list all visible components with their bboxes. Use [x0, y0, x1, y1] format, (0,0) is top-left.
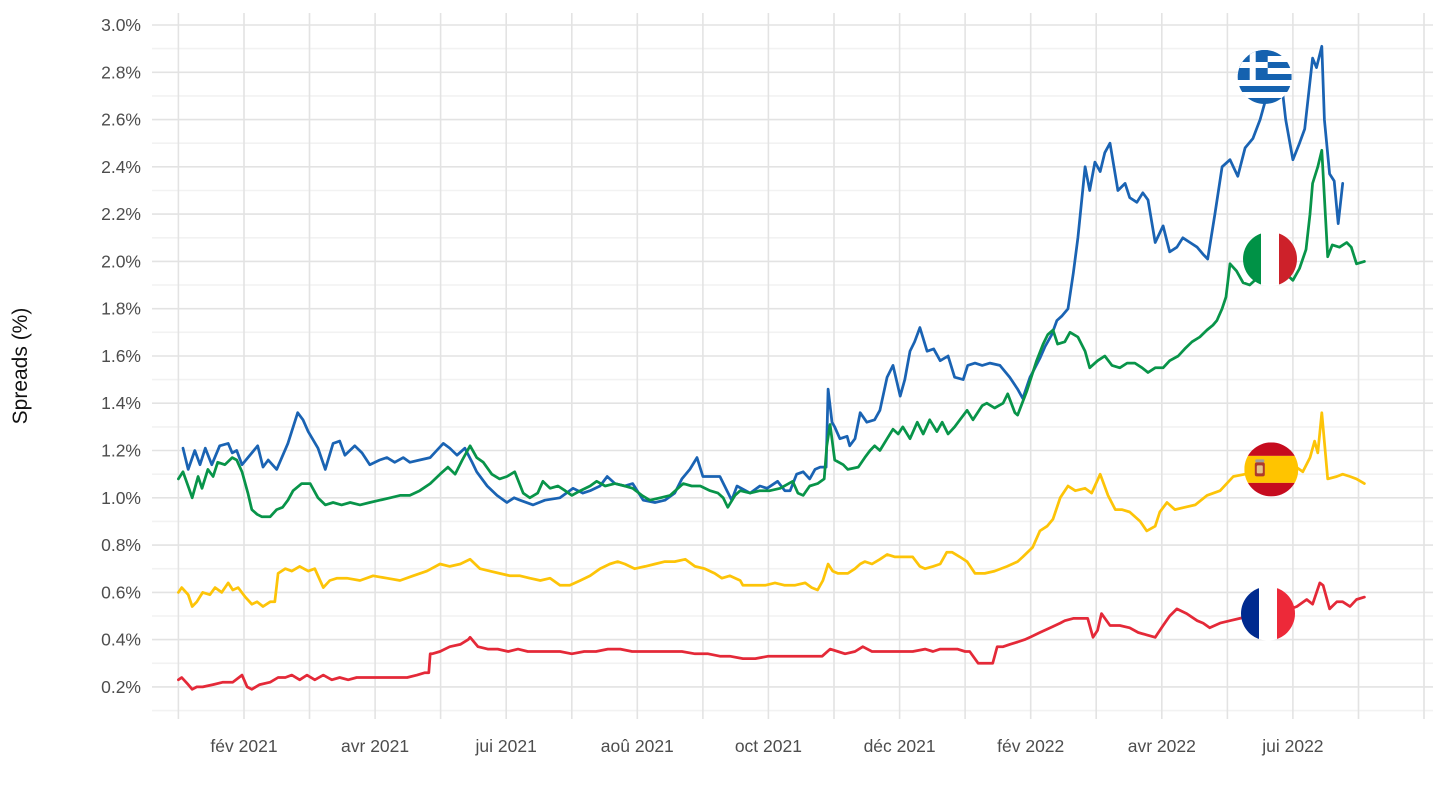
y-tick-label: 1.8% [101, 299, 141, 319]
y-tick-label: 1.4% [101, 393, 141, 413]
x-tick-label: aoû 2021 [601, 736, 674, 756]
y-tick-label: 2.0% [101, 251, 141, 271]
y-tick-label: 0.2% [101, 677, 141, 697]
country-flag-icons [1237, 50, 1299, 641]
y-tick-label: 0.8% [101, 535, 141, 555]
france-flag-icon [1241, 586, 1295, 641]
x-tick-label: fév 2021 [210, 736, 277, 756]
series-lines [177, 44, 1366, 691]
y-tick-label: 1.2% [101, 441, 141, 461]
y-tick-label: 0.6% [101, 582, 141, 602]
grid-minor-lines [152, 47, 1433, 712]
y-tick-label: 0.4% [101, 630, 141, 650]
y-tick-label: 1.0% [101, 488, 141, 508]
y-tick-label: 2.4% [101, 157, 141, 177]
x-axis-tick-labels: fév 2021 avr 2021 jui 2021 aoû 2021 oct 2021… [210, 736, 1323, 756]
y-tick-label: 2.2% [101, 204, 141, 224]
grid-major-lines [152, 13, 1433, 719]
line-italy [177, 148, 1366, 519]
x-tick-label: oct 2021 [735, 736, 802, 756]
y-tick-label: 3.0% [101, 15, 141, 35]
y-tick-label: 2.8% [101, 62, 141, 82]
x-tick-label: avr 2022 [1128, 736, 1196, 756]
y-tick-label: 2.6% [101, 110, 141, 130]
spain-flag-icon [1244, 442, 1299, 497]
x-tick-label: jui 2022 [1261, 736, 1323, 756]
greece-flag-icon [1237, 50, 1292, 104]
x-tick-label: fév 2022 [997, 736, 1064, 756]
x-tick-label: déc 2021 [864, 736, 936, 756]
line-spain [177, 411, 1366, 608]
line-france [177, 581, 1366, 691]
y-axis-title: Spreads (%) [9, 308, 32, 425]
italy-flag-icon [1243, 232, 1297, 286]
y-tick-label: 1.6% [101, 346, 141, 366]
x-tick-label: avr 2021 [341, 736, 409, 756]
line-greece [181, 44, 1345, 507]
y-axis-tick-labels: 0.2% 0.4% 0.6% 0.8% 1.0% 1.2% 1.4% 1.6% 1.8% 2.0%… [101, 15, 141, 697]
x-tick-label: jui 2021 [475, 736, 537, 756]
